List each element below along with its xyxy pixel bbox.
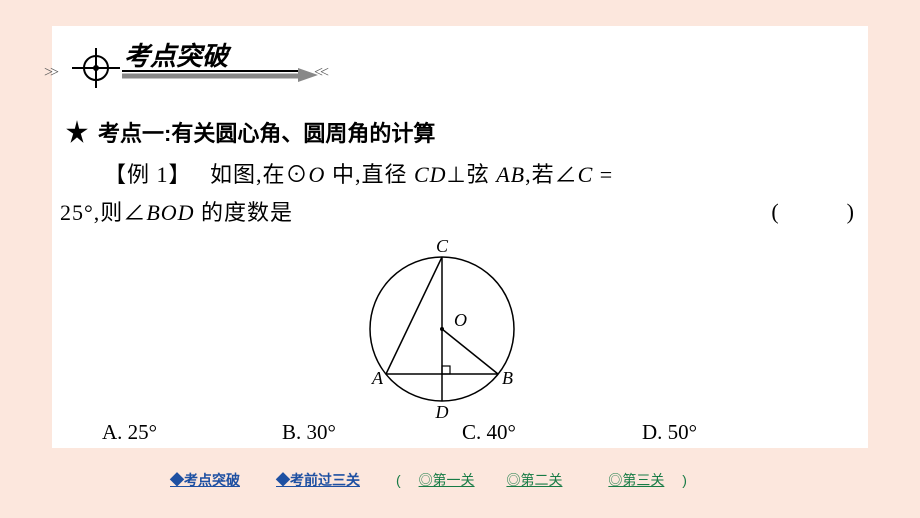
fig-label-O: O xyxy=(454,310,467,330)
example-stem: 【例 1】 如图,在⊙O 中,直径 CD⊥弦 AB,若∠C = 25°,则∠BO… xyxy=(60,156,860,232)
option-B[interactable]: B. 30° xyxy=(282,420,462,445)
nav-link-breakthrough[interactable]: ◆考点突破 xyxy=(170,470,240,490)
header-decoration: >> 考点突破 << xyxy=(52,36,352,90)
stem-line2-pre: 25°,则∠ xyxy=(60,200,146,225)
nav-link-three-levels[interactable]: ◆考前过三关 xyxy=(276,470,360,490)
stem-line2-post: 的度数是 xyxy=(195,200,294,225)
paren-close: ) xyxy=(682,472,687,488)
answer-blank: ( ) xyxy=(771,194,862,226)
stem-p5: = xyxy=(593,162,613,187)
option-C[interactable]: C. 40° xyxy=(462,420,642,445)
topic-heading: 考点一:有关圆心角、圆周角的计算 xyxy=(64,116,435,148)
header-underline-icon xyxy=(122,68,322,82)
header-arrow-left-icon: >> xyxy=(44,64,56,82)
fig-label-C: C xyxy=(436,236,449,256)
var-CD: CD xyxy=(414,162,447,187)
option-A[interactable]: A. 25° xyxy=(102,420,282,445)
stem-p1: 如图,在⊙ xyxy=(210,162,309,187)
options-row: A. 25° B. 30° C. 40° D. 50° xyxy=(102,420,822,445)
stem-p4: ,若∠ xyxy=(525,162,578,187)
var-AB: AB xyxy=(496,162,525,187)
header-arrow-right-icon: << xyxy=(314,64,326,82)
topic-heading-text: 考点一:有关圆心角、圆周角的计算 xyxy=(98,116,435,148)
star-icon xyxy=(64,119,90,145)
nav-link-level3[interactable]: ◎第三关 xyxy=(608,472,664,488)
fig-label-A: A xyxy=(371,368,384,388)
geometry-figure: C O A B D xyxy=(332,234,552,424)
var-C: C xyxy=(578,162,594,187)
var-O: O xyxy=(309,162,326,187)
stem-p2: 中,直径 xyxy=(325,162,414,187)
fig-label-D: D xyxy=(435,402,449,422)
option-D[interactable]: D. 50° xyxy=(642,420,822,445)
nav-link-level1[interactable]: ◎第一关 xyxy=(419,472,475,488)
content-box: >> 考点突破 << 考点一:有关圆心角、圆周角的计算 【例 1】 如图,在⊙O… xyxy=(52,26,868,448)
crosshair-icon xyxy=(72,46,120,90)
bottom-nav: ◆考点突破 ◆考前过三关 ( ◎第一关 ◎第二关 ◎第三关 ) xyxy=(170,470,687,490)
paren-open: ( xyxy=(396,472,401,488)
example-label: 【例 1】 xyxy=(104,162,181,187)
var-BOD: BOD xyxy=(146,200,194,225)
nav-link-level2[interactable]: ◎第二关 xyxy=(506,472,562,488)
stem-p3: ⊥弦 xyxy=(447,162,497,187)
fig-label-B: B xyxy=(502,368,513,388)
